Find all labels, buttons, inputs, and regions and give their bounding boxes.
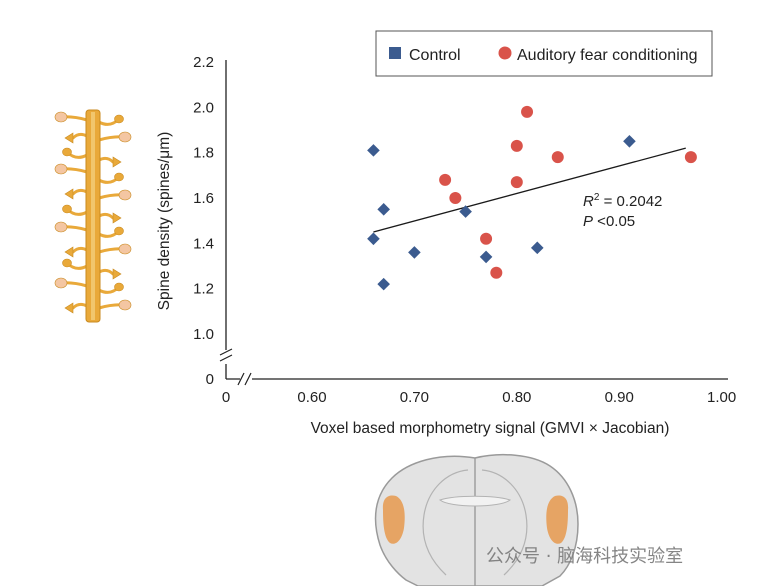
spine-head: [112, 212, 122, 224]
trend-line: [373, 147, 686, 233]
spine-head: [118, 243, 132, 255]
x-axis-break: [237, 372, 252, 386]
brain-inner-right: [481, 469, 528, 576]
y-tick-label: 2.2: [193, 54, 214, 71]
legend-box: [375, 30, 713, 77]
control-point: [459, 205, 472, 218]
x-tick-label: 0.60: [297, 389, 326, 406]
control-point: [408, 246, 421, 259]
spine-neck: [71, 188, 89, 196]
auditory-cortex-right: [546, 495, 569, 544]
x-axis-label: Voxel based morphometry signal (GMVI × J…: [311, 420, 670, 437]
watermark: 公众号 · 脑海科技实验室: [486, 546, 684, 567]
auditory-cortex-left: [382, 495, 405, 544]
control-point: [367, 232, 380, 246]
fear-conditioning-point: [510, 176, 523, 189]
spine-head: [54, 277, 68, 289]
y-tick-label: 1.8: [193, 145, 214, 162]
legend-afc-label: Auditory fear conditioning: [517, 47, 698, 64]
legend-control-label: Control: [409, 47, 461, 64]
brain-outline: [374, 453, 579, 586]
spine-neck: [97, 212, 115, 220]
spine-neck: [71, 302, 89, 310]
spine-head: [112, 156, 122, 168]
spine-neck: [97, 268, 115, 276]
legend: Control Auditory fear conditioning: [375, 30, 713, 77]
y-tick-label-zero: 0: [206, 371, 214, 388]
fear-conditioning-point: [490, 266, 503, 279]
x-tick-label: 0.70: [400, 389, 429, 406]
fear-conditioning-point: [510, 139, 523, 152]
control-point: [377, 203, 390, 216]
spine-head: [64, 302, 74, 314]
fear-conditioning-point: [521, 105, 534, 118]
fear-conditioning-point: [480, 232, 493, 245]
y-axis-break: [219, 348, 233, 362]
r-squared-annotation: R2 = 0.2042: [583, 192, 662, 210]
spine-neck: [71, 132, 89, 140]
spine-head: [114, 282, 124, 292]
tick-labels: 1.0 1.2 1.4 1.6 1.8 2.0 2.2 0 0.60 0.70 0.80 0.90 1.…: [193, 54, 736, 406]
brain-section-illustration: [374, 453, 579, 586]
fear-conditioning-point: [449, 191, 462, 204]
control-point: [367, 144, 380, 157]
control-point: [377, 277, 390, 291]
y-tick-label: 2.0: [193, 99, 214, 116]
spine-head: [54, 163, 68, 175]
x-tick-label: 1.00: [707, 389, 736, 406]
spine-head: [114, 114, 124, 124]
fear-conditioning-point: [551, 151, 564, 164]
spine-head: [62, 147, 72, 157]
spine-head: [54, 221, 68, 233]
p-value-annotation: P <0.05: [583, 213, 635, 230]
control-point: [530, 241, 544, 255]
y-tick-label: 1.6: [193, 190, 214, 207]
x-tick-label: 0.80: [502, 389, 531, 406]
brain-inner-left: [422, 469, 469, 576]
dendrite-illustration: [54, 109, 132, 323]
spine-neck: [97, 156, 115, 164]
spine-head: [62, 204, 72, 214]
spine-head: [112, 268, 122, 280]
y-tick-label: 1.0: [193, 326, 214, 343]
data-points: [367, 105, 697, 291]
y-tick-label: 1.2: [193, 281, 214, 298]
spine-head: [118, 299, 132, 311]
legend-control-marker: [389, 47, 401, 59]
x-tick-label: 0.90: [605, 389, 634, 406]
fear-conditioning-point: [439, 173, 452, 186]
control-point: [479, 250, 493, 264]
spine-head: [114, 172, 124, 182]
y-axis-label: Spine density (spines/μm): [156, 132, 173, 311]
spine-head: [118, 189, 132, 201]
spine-neck: [71, 246, 89, 254]
spine-head: [64, 188, 74, 200]
spine-head: [114, 226, 124, 236]
legend-afc-marker: [498, 46, 512, 60]
spine-head: [62, 258, 72, 268]
y-tick-label: 1.4: [193, 235, 214, 252]
spine-head: [64, 132, 74, 144]
spine-head: [118, 131, 132, 143]
spine-head: [54, 111, 68, 123]
axes: [219, 60, 728, 386]
fear-conditioning-point: [684, 151, 697, 164]
dendrite-shaft-highlight: [91, 112, 95, 320]
scatter-chart: 1.0 1.2 1.4 1.6 1.8 2.0 2.2 0 0.60 0.70 0.80 0.90 1.…: [156, 30, 736, 437]
spine-head: [64, 246, 74, 258]
control-point: [623, 135, 636, 148]
x-tick-label-zero: 0: [222, 389, 230, 406]
brain-ventricle: [438, 495, 512, 507]
